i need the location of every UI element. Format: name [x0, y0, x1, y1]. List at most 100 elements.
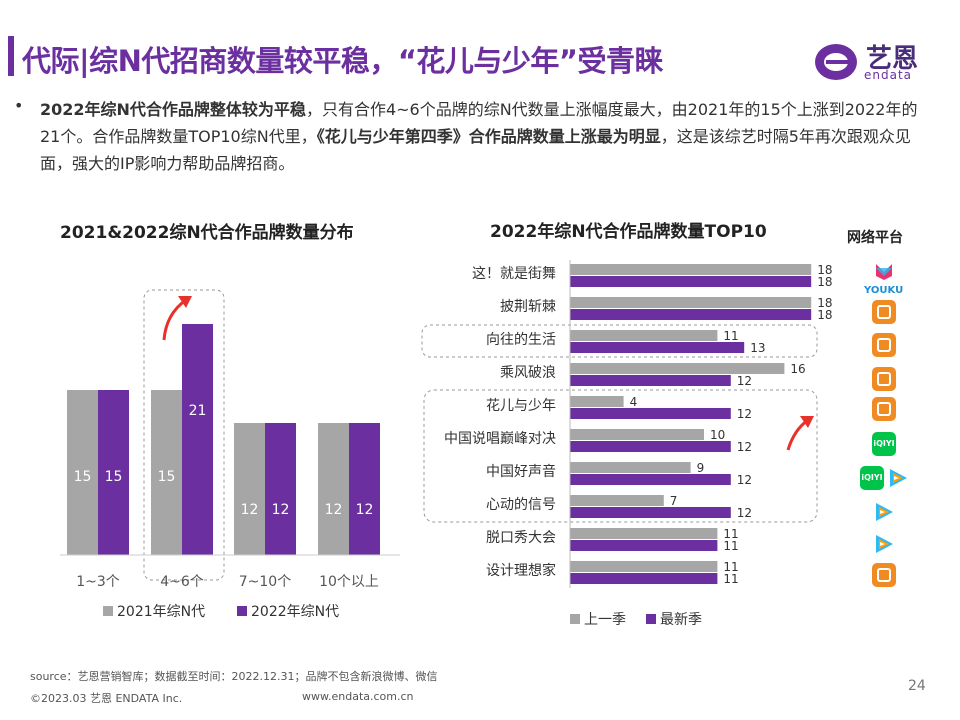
bar [570, 330, 718, 341]
bar [570, 528, 718, 539]
data-label: 9 [697, 461, 705, 475]
data-label: 13 [750, 341, 765, 355]
data-label: 12 [737, 407, 752, 421]
trend-arrowhead-icon [178, 296, 192, 308]
category-label: 披荆斩棘 [500, 299, 556, 315]
tick-label: 4~6个 [160, 574, 204, 590]
category-label: 中国好声音 [486, 463, 556, 480]
data-label: 18 [817, 308, 832, 322]
iqiyi-icon: iQIYI [872, 432, 896, 456]
category-label: 心动的信号 [486, 497, 556, 513]
data-label: 4 [630, 395, 638, 409]
logo-cn: 艺恩 [866, 44, 919, 74]
logo-en: endata [864, 68, 913, 82]
title-accent-bar [8, 36, 14, 76]
legend-swatch [570, 614, 580, 624]
tencent-video-icon [886, 466, 910, 490]
data-label: 12 [356, 502, 374, 518]
data-label: 12 [737, 440, 752, 454]
data-label: 10 [710, 428, 725, 442]
endata-logo: 艺恩 endata [812, 38, 932, 84]
bar [265, 423, 296, 555]
bar [570, 462, 691, 473]
tencent-video-icon [872, 500, 896, 524]
trend-arrowhead-icon [800, 416, 814, 428]
legend-swatch [646, 614, 656, 624]
category-label: 脱口秀大会 [486, 530, 556, 546]
bar [570, 429, 704, 440]
data-label: 11 [723, 539, 738, 553]
legend-swatch [237, 606, 247, 616]
data-label: 12 [272, 502, 290, 518]
chart1-svg: 15 15 1~3个 15 21 4~6个 12 12 7~10个 12 12 10个以上 2021年综… [60, 289, 400, 620]
data-label: 11 [723, 560, 738, 574]
mgtv-icon [872, 563, 896, 587]
data-label: 18 [817, 296, 832, 310]
category-label: 乘风破浪 [500, 365, 556, 381]
bar [570, 342, 745, 353]
data-label: 15 [105, 469, 123, 485]
data-label: 11 [723, 329, 738, 343]
category-label: 设计理想家 [486, 562, 556, 579]
website[interactable]: www.endata.com.cn [302, 690, 414, 703]
tencent-video-icon [872, 532, 896, 556]
bar [570, 363, 785, 374]
legend-label: 2022年综N代 [251, 604, 339, 620]
page-number: 24 [908, 678, 926, 694]
bullet: • [14, 96, 24, 115]
bar [570, 276, 812, 287]
chart2-title: 2022年综N代合作品牌数量TOP10 [490, 222, 767, 242]
bar [570, 309, 812, 320]
highlight-box [423, 389, 818, 523]
data-label: 12 [737, 473, 752, 487]
bar [570, 375, 731, 386]
mgtv-icon [872, 300, 896, 324]
data-label: 7 [670, 494, 678, 508]
bar [570, 441, 731, 452]
data-label: 11 [723, 572, 738, 586]
bar [570, 561, 718, 572]
legend-label: 上一季 [584, 612, 626, 628]
bar [318, 423, 349, 555]
bar [570, 264, 812, 275]
mgtv-icon [872, 333, 896, 357]
data-label: 21 [189, 403, 207, 419]
data-label: 15 [158, 469, 176, 485]
bar [570, 396, 624, 407]
bar [570, 495, 664, 506]
bar [570, 408, 731, 419]
data-label: 11 [723, 527, 738, 541]
data-label: 12 [737, 506, 752, 520]
summary-bold-3: 《花儿与少年第四季》合作品牌数量上涨最为明显 [316, 127, 661, 146]
tick-label: 10个以上 [319, 574, 379, 590]
data-label: 15 [74, 469, 92, 485]
summary-text: 2022年综N代合作品牌整体较为平稳，只有合作4~6个品牌的综N代数量上涨幅度最… [40, 96, 920, 177]
category-label: 这！就是街舞 [472, 265, 556, 282]
data-label: 16 [790, 362, 805, 376]
bar [98, 390, 129, 555]
bar [570, 573, 718, 584]
bar [234, 423, 265, 555]
bar [349, 423, 380, 555]
bar [151, 390, 182, 555]
legend-swatch [103, 606, 113, 616]
iqiyi-icon: iQIYI [860, 466, 884, 490]
category-label: 中国说唱巅峰对决 [444, 431, 556, 447]
data-label: 12 [737, 374, 752, 388]
summary-text-4: ，这是该综艺时隔5年再次跟观众见面，强大的IP影响力帮助品牌招商。 [40, 127, 911, 173]
trend-arrow-icon [786, 418, 809, 451]
page-title: 代际|综N代招商数量较平稳，“花儿与少年”受青睐 [22, 44, 663, 78]
copyright: ©2023.03 艺恩 ENDATA Inc. [30, 692, 183, 705]
category-label: 向往的生活 [486, 332, 556, 348]
bar [67, 390, 98, 555]
data-label: 12 [325, 502, 343, 518]
data-label: 12 [241, 502, 259, 518]
highlight-box [143, 289, 225, 581]
bar [570, 540, 718, 551]
source-note: source：艺恩营销智库；数据截至时间：2022.12.31；品牌不包含新浪微… [30, 670, 438, 683]
legend-label: 最新季 [660, 612, 702, 628]
category-label: 花儿与少年 [486, 398, 556, 414]
chart1-title: 2021&2022综N代合作品牌数量分布 [60, 223, 354, 243]
data-label: 18 [817, 263, 832, 277]
